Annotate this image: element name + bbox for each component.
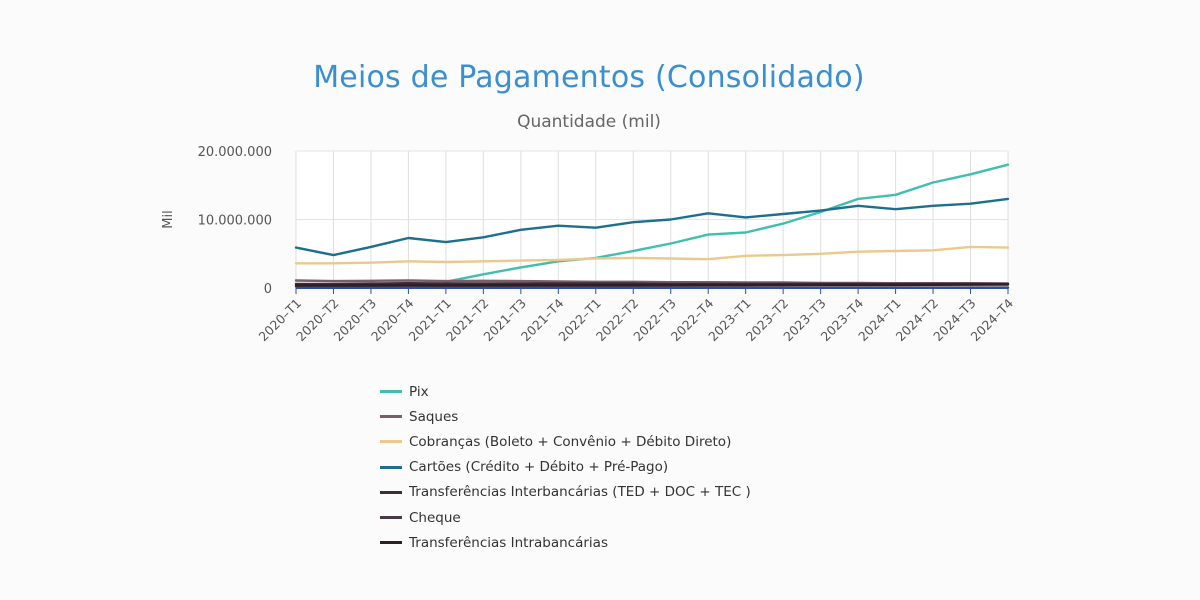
chart-title: Meios de Pagamentos (Consolidado) [313,60,865,95]
y-axis-title: Mil [161,210,176,228]
legend-swatch [380,415,402,419]
legend-label: Cheque [409,509,461,526]
legend-swatch [380,490,402,494]
series-line-2 [294,245,1010,265]
legend-label: Cobranças (Boleto + Convênio + Débito Di… [409,433,732,450]
legend-item[interactable]: Transferências Intrabancárias [380,530,751,555]
series-line-6 [294,283,1010,287]
legend-swatch [380,390,402,394]
legend-label: Pix [409,383,429,400]
legend-swatch [380,465,402,469]
y-tick-label: 0 [264,282,272,297]
legend-item[interactable]: Pix [380,379,751,404]
y-tick-label: 10.000.000 [198,214,272,229]
legend-label: Cartões (Crédito + Débito + Pré-Pago) [409,459,669,476]
legend-swatch [380,440,402,444]
legend-label: Transferências Interbancárias (TED + DOC… [409,484,751,501]
chart-legend: Pix Saques Cobranças (Boleto + Convênio + … [380,379,751,555]
series-line-0 [444,163,1010,283]
legend-item[interactable]: Transferências Interbancárias (TED + DOC… [380,480,751,505]
legend-item[interactable]: Saques [380,404,751,429]
legend-swatch [380,541,402,545]
legend-item[interactable]: Cartões (Crédito + Débito + Pré-Pago) [380,455,751,480]
legend-label: Saques [409,408,459,425]
legend-item[interactable]: Cobranças (Boleto + Convênio + Débito Di… [380,429,751,454]
chart-subtitle: Quantidade (mil) [517,112,661,132]
legend-item[interactable]: Cheque [380,505,751,530]
legend-swatch [380,516,402,520]
y-tick-label: 20.000.000 [198,145,272,160]
legend-label: Transferências Intrabancárias [409,534,608,551]
series-line-3 [294,197,1010,257]
